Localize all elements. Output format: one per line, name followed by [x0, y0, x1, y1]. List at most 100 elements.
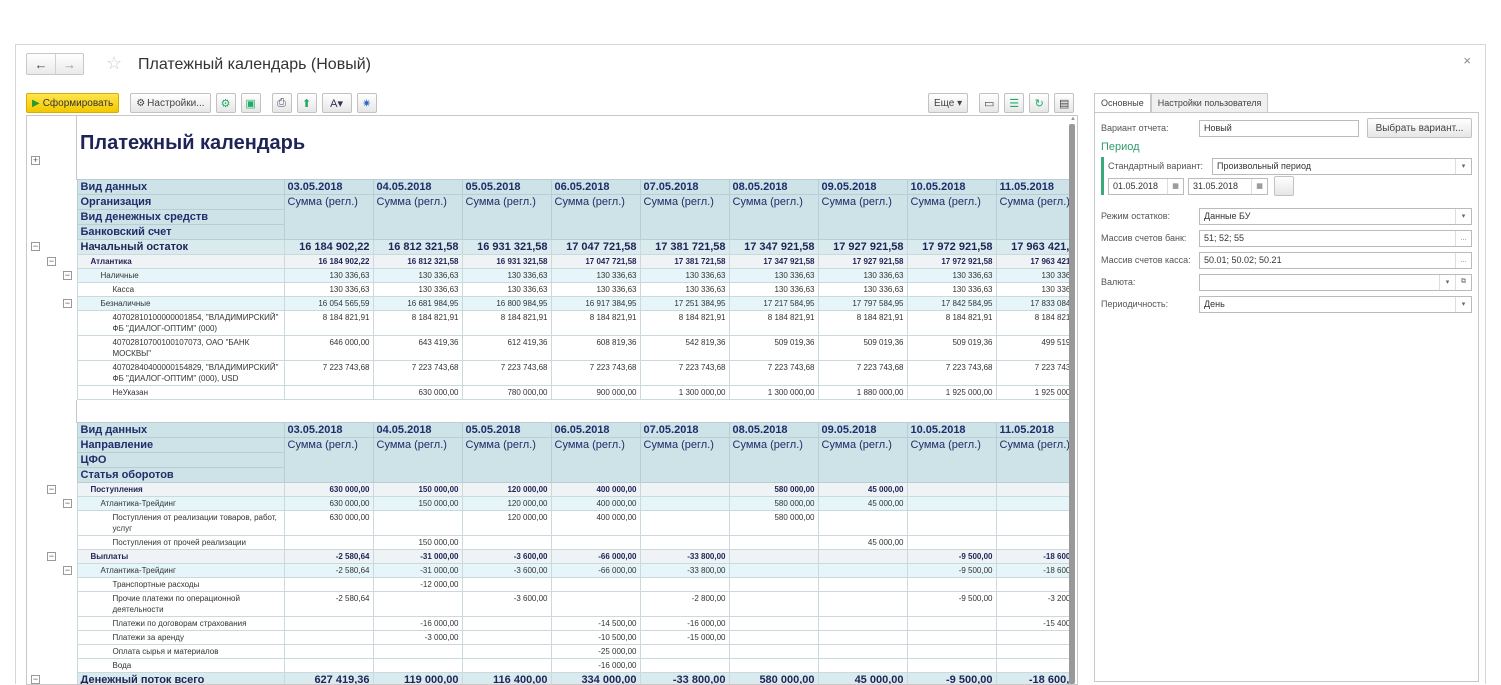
value-cell — [818, 659, 907, 673]
chevron-down-icon[interactable]: ▾ — [1455, 159, 1471, 174]
value-cell — [462, 617, 551, 631]
table-row: Транспортные расходы-12 000,00 — [27, 578, 1073, 592]
value-cell — [907, 511, 996, 536]
value-cell: 7 223 743,68 — [284, 361, 373, 386]
std-variant-label: Стандартный вариант: — [1108, 161, 1212, 171]
value-cell: 130 336,63 — [551, 269, 640, 283]
refresh-icon[interactable]: ↻ — [1029, 93, 1049, 113]
generate-button[interactable]: ▶Сформировать — [26, 93, 119, 113]
calendar-icon[interactable]: ▦ — [1167, 179, 1183, 194]
value-cell: 17 347 921,58 — [729, 240, 818, 255]
balance-mode-select[interactable]: Данные БУ▾ — [1199, 208, 1472, 225]
export-icon[interactable]: ⬆ — [297, 93, 317, 113]
save-settings-icon[interactable]: ▣ — [241, 93, 261, 113]
collapse-minus-icon[interactable]: − — [47, 485, 56, 494]
settings-button[interactable]: ⚙Настройки... — [130, 93, 210, 113]
gutter — [27, 592, 77, 617]
value-cell: 17 047 721,58 — [551, 240, 640, 255]
highlight-icon[interactable]: ✷ — [357, 93, 377, 113]
value-cell — [640, 483, 729, 497]
tree-icon[interactable]: ☰ — [1004, 93, 1024, 113]
value-cell — [729, 536, 818, 550]
cash-accounts-field[interactable]: 50.01; 50.02; 50.21… — [1199, 252, 1472, 269]
value-cell: -31 000,00 — [373, 564, 462, 578]
calendar-icon[interactable]: ▦ — [1251, 179, 1267, 194]
value-cell: 780 000,00 — [462, 386, 551, 400]
value-cell: 8 184 821,91 — [996, 311, 1073, 336]
value-cell — [907, 578, 996, 592]
chevron-down-icon[interactable]: ▾ — [1455, 297, 1471, 312]
table-row: Оплата сырья и материалов-25 000,00 — [27, 645, 1073, 659]
date-header: 11.05.2018 — [996, 180, 1073, 195]
gutter: − — [27, 240, 77, 255]
collapse-minus-icon[interactable]: − — [63, 566, 72, 575]
collapse-minus-icon[interactable]: − — [31, 242, 40, 251]
gutter — [27, 468, 77, 483]
value-cell: 150 000,00 — [373, 536, 462, 550]
row-label: НеУказан — [77, 386, 284, 400]
expand-plus-icon[interactable]: + — [31, 156, 40, 165]
load-settings-icon[interactable]: ⚙ — [216, 93, 236, 113]
open-icon[interactable]: ⧉ — [1455, 275, 1471, 290]
scroll-up-icon[interactable]: ▲ — [1070, 116, 1076, 122]
variant-field[interactable]: Новый — [1199, 120, 1359, 137]
tab-user-settings[interactable]: Настройки пользователя — [1151, 93, 1269, 112]
sum-header: Сумма (регл.) — [996, 195, 1073, 240]
date-from-field[interactable]: 01.05.2018▦ — [1108, 178, 1184, 195]
report-window: ← → ☆ Платежный календарь (Новый) × ▶Сфо… — [15, 44, 1486, 684]
date-to-field[interactable]: 31.05.2018▦ — [1188, 178, 1268, 195]
back-button[interactable]: ← — [27, 54, 55, 74]
collapse-minus-icon[interactable]: − — [47, 552, 56, 561]
period-select-button[interactable] — [1274, 176, 1294, 196]
choose-variant-button[interactable]: Выбрать вариант... — [1367, 118, 1472, 138]
variant-label: Вариант отчета: — [1101, 123, 1199, 133]
period-heading: Период — [1101, 141, 1472, 153]
value-cell: -3 000,00 — [373, 631, 462, 645]
value-cell — [640, 578, 729, 592]
bank-accounts-field[interactable]: 51; 52; 55… — [1199, 230, 1472, 247]
value-cell: 1 300 000,00 — [640, 386, 729, 400]
date-header: 04.05.2018 — [373, 423, 462, 438]
collapse-minus-icon[interactable]: − — [63, 299, 72, 308]
forward-button[interactable]: → — [55, 54, 83, 74]
periodicity-select[interactable]: День▾ — [1199, 296, 1472, 313]
sum-header: Сумма (регл.) — [907, 438, 996, 483]
value-cell — [729, 592, 818, 617]
value-cell: -31 000,00 — [373, 550, 462, 564]
header-label: Вид данных — [77, 180, 284, 195]
row-label: 40702840400000154829, "ВЛАДИМИРСКИЙ" ФБ … — [77, 361, 284, 386]
panel-toggle-icon[interactable]: ▤ — [1054, 93, 1074, 113]
value-cell: 1 925 000,00 — [907, 386, 996, 400]
vertical-scrollbar[interactable] — [1069, 124, 1075, 684]
close-icon[interactable]: × — [1463, 53, 1471, 68]
tab-main[interactable]: Основные — [1094, 93, 1151, 112]
collapse-minus-icon[interactable]: − — [63, 499, 72, 508]
date-header: 08.05.2018 — [729, 423, 818, 438]
ellipsis-icon[interactable]: … — [1455, 231, 1471, 246]
value-cell: 8 184 821,91 — [551, 311, 640, 336]
font-size-icon[interactable]: A▾ — [322, 93, 352, 113]
favorite-star-icon[interactable]: ☆ — [106, 53, 122, 74]
chevron-down-icon[interactable]: ▾ — [1439, 275, 1455, 290]
value-cell — [551, 592, 640, 617]
value-cell — [907, 497, 996, 511]
value-cell: 8 184 821,91 — [729, 311, 818, 336]
std-variant-select[interactable]: Произвольный период▾ — [1212, 158, 1472, 175]
collapse-minus-icon[interactable]: − — [47, 257, 56, 266]
collapse-minus-icon[interactable]: − — [31, 675, 40, 684]
currency-select[interactable]: ▾⧉ — [1199, 274, 1472, 291]
layout-icon[interactable]: ▭ — [979, 93, 999, 113]
collapse-minus-icon[interactable]: − — [63, 271, 72, 280]
value-cell: 16 931 321,58 — [462, 255, 551, 269]
print-icon[interactable]: ⎙ — [272, 93, 292, 113]
chevron-down-icon[interactable]: ▾ — [1455, 209, 1471, 224]
value-cell — [729, 578, 818, 592]
ellipsis-icon[interactable]: … — [1455, 253, 1471, 268]
more-button[interactable]: Еще ▾ — [928, 93, 968, 113]
value-cell — [818, 511, 907, 536]
value-cell: 7 223 743,68 — [462, 361, 551, 386]
value-cell — [996, 645, 1073, 659]
